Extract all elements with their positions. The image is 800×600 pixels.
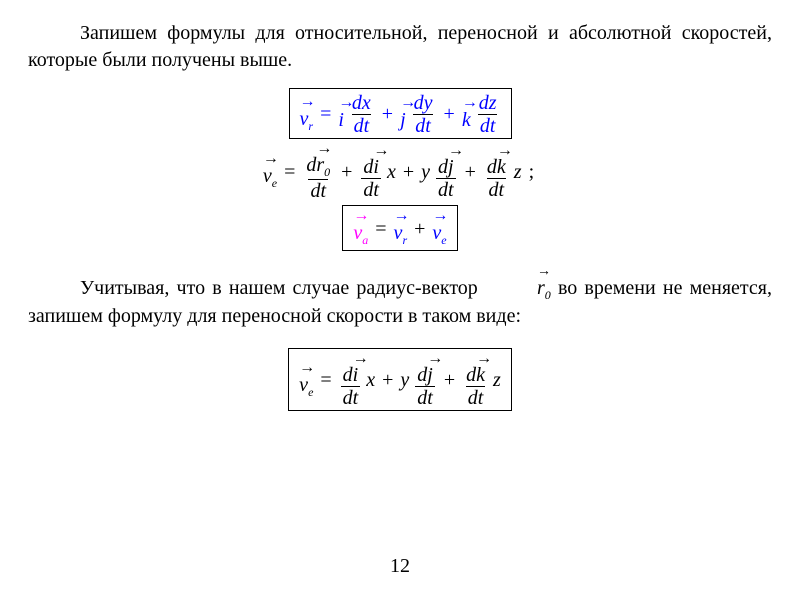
- page-number: 12: [0, 555, 800, 578]
- paragraph-1: Запишем формулы для относительной, перен…: [28, 20, 772, 74]
- equation-ve: →ve = d→i dt x + y d→j dt + d→k dt z: [299, 353, 501, 408]
- equation-ve-full-row: →ve = d→r0 dt + d→i dt x + y d→j dt + d→…: [28, 143, 772, 201]
- slide-content: Запишем формулы для относительной, перен…: [0, 0, 800, 411]
- equation-va-row: →va = →vr + →ve: [28, 205, 772, 251]
- equation-ve-row: →ve = d→i dt x + y d→j dt + d→k dt z: [28, 348, 772, 411]
- equation-va: →va = →vr + →ve: [353, 210, 446, 248]
- equation-vr-row: →vr = →i dxdt + →j dydt + →k dzdt: [28, 88, 772, 139]
- equation-va-box: →va = →vr + →ve: [342, 205, 457, 251]
- equation-ve-box: →ve = d→i dt x + y d→j dt + d→k dt z: [288, 348, 512, 411]
- r0-vector-inline: →r0: [485, 265, 551, 303]
- equation-ve-full: →ve = d→r0 dt + d→i dt x + y d→j dt + d→…: [263, 143, 537, 201]
- equation-vr-box: →vr = →i dxdt + →j dydt + →k dzdt: [289, 88, 512, 139]
- paragraph-2: Учитывая, что в нашем случае радиус-вект…: [28, 265, 772, 330]
- equation-vr: →vr = →i dxdt + →j dydt + →k dzdt: [300, 93, 501, 136]
